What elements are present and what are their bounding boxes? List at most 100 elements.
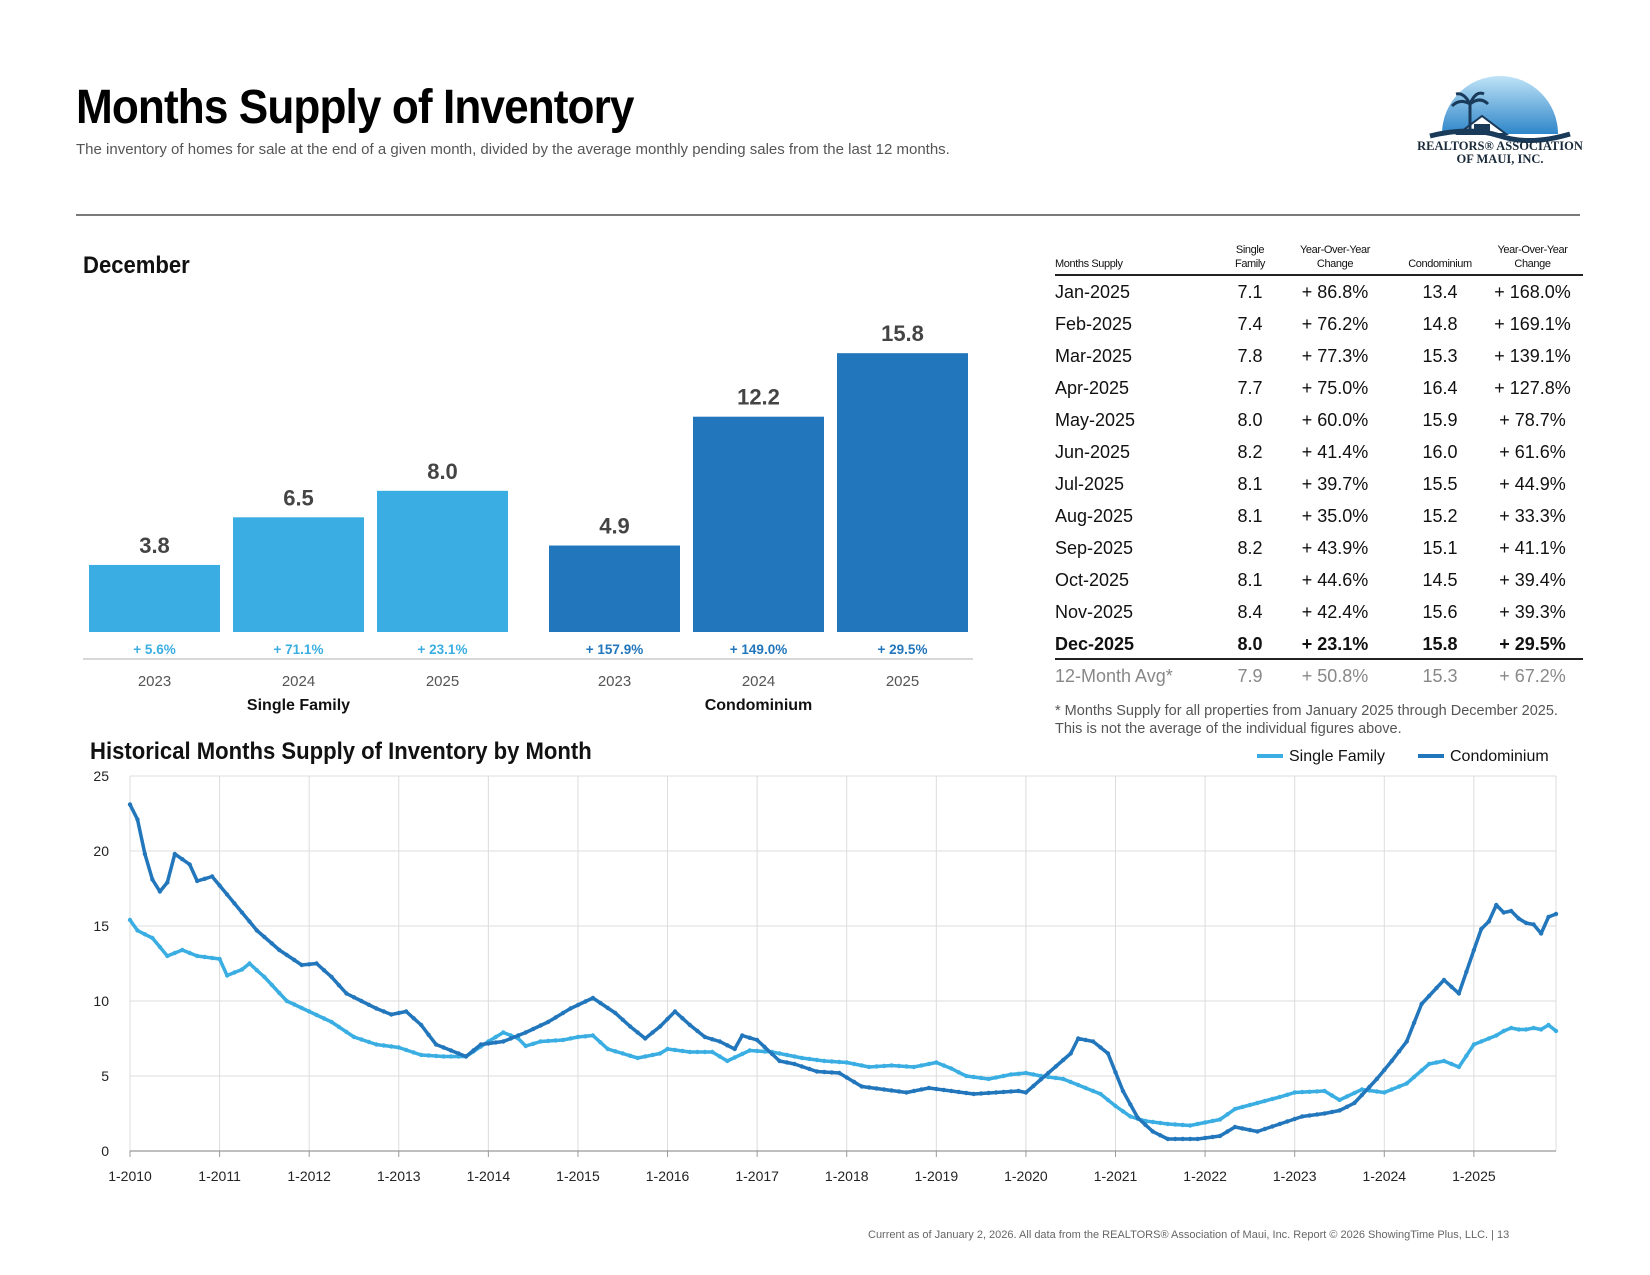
- historical-line-chart: 0 5 10 15 20 25 1-2010 1-2011 1-2012 1-2013 1-2014…: [93, 768, 1559, 1184]
- data-point: [702, 1049, 708, 1055]
- data-point: [1061, 1057, 1066, 1063]
- bar-change-label: + 157.9%: [586, 642, 643, 657]
- data-point: [710, 1037, 715, 1042]
- data-point: [650, 1052, 655, 1058]
- bar-category-label: 2023: [138, 673, 171, 690]
- data-point: [1098, 1045, 1103, 1050]
- data-point: [635, 1030, 640, 1035]
- data-point: [292, 957, 297, 963]
- data-point: [754, 1037, 760, 1043]
- data-point: [650, 1030, 655, 1035]
- data-point: [687, 1022, 693, 1028]
- data-point: [456, 1051, 461, 1056]
- data-point: [889, 1088, 894, 1093]
- page-title: Months Supply of Inventory: [76, 81, 634, 134]
- data-point: [1501, 910, 1506, 915]
- table-cell: + 23.1%: [1301, 634, 1369, 654]
- data-point: [172, 950, 177, 956]
- bar-category-label: 2025: [886, 673, 919, 690]
- data-point: [560, 1010, 566, 1016]
- data-point: [165, 953, 170, 959]
- page-footer: Current as of January 2, 2026. All data …: [868, 1229, 1510, 1241]
- table-cell: + 76.2%: [1301, 314, 1369, 334]
- bar-condominium-2025: [837, 353, 968, 632]
- x-tick-label: 1-2014: [467, 1168, 511, 1184]
- data-point: [1083, 1085, 1088, 1091]
- table-cell: 8.4: [1237, 602, 1263, 622]
- table-cell: Nov-2025: [1055, 602, 1134, 622]
- data-point: [874, 1086, 879, 1091]
- legend-swatch-condominium: [1418, 753, 1444, 758]
- data-point: [1307, 1089, 1312, 1094]
- table-cell: + 39.3%: [1499, 602, 1566, 622]
- data-point: [1382, 1067, 1387, 1073]
- data-point: [725, 1058, 730, 1064]
- data-point: [956, 1070, 961, 1075]
- data-point: [598, 1000, 603, 1006]
- data-point: [1188, 1123, 1193, 1128]
- data-point: [374, 1006, 379, 1011]
- x-tick-label: 1-2019: [915, 1168, 959, 1184]
- data-point: [217, 883, 222, 888]
- data-point: [680, 1016, 685, 1021]
- table-cell: + 77.3%: [1301, 346, 1369, 366]
- table-cell: + 43.9%: [1301, 538, 1369, 558]
- data-point: [545, 1038, 551, 1044]
- data-point: [142, 851, 148, 857]
- data-point: [299, 1005, 304, 1011]
- table-cell: 15.8: [1422, 634, 1458, 654]
- data-point: [501, 1030, 506, 1035]
- data-point: [911, 1064, 917, 1070]
- data-point: [986, 1090, 991, 1096]
- data-point: [127, 917, 133, 923]
- data-point: [336, 1024, 342, 1030]
- data-point: [1105, 1051, 1111, 1056]
- data-point: [1285, 1092, 1290, 1097]
- data-point: [1531, 922, 1536, 927]
- data-point: [702, 1034, 708, 1040]
- data-point: [844, 1075, 849, 1080]
- data-point: [239, 910, 245, 915]
- data-point: [1180, 1136, 1185, 1142]
- december-bar-chart: 3.8 + 5.6% 2023 6.5 + 71.1% 2024 8.0 + 23.1% 202…: [83, 321, 973, 714]
- data-point: [344, 1029, 349, 1035]
- data-point: [837, 1059, 842, 1065]
- table-row: 12-Month Avg* 7.9 + 50.8% 15.3 + 67.2%: [1055, 660, 1583, 692]
- table-cell: + 39.7%: [1301, 474, 1369, 494]
- data-point: [919, 1087, 924, 1092]
- data-point: [277, 990, 282, 996]
- x-tick-label: 1-2022: [1183, 1168, 1227, 1184]
- x-tick-label: 1-2011: [198, 1168, 241, 1184]
- data-point: [486, 1041, 491, 1046]
- data-point: [710, 1049, 715, 1055]
- table-row: Dec-2025 8.0 + 23.1% 15.8 + 29.5%: [1055, 628, 1583, 660]
- bar-condominium-2024: [693, 416, 824, 632]
- data-point: [605, 1046, 610, 1052]
- data-point: [1322, 1111, 1327, 1116]
- table-cell: + 33.3%: [1499, 506, 1566, 526]
- data-point: [493, 1034, 498, 1040]
- data-point: [351, 1034, 357, 1040]
- data-point: [374, 1042, 379, 1047]
- bar-value-label: 4.9: [599, 514, 630, 539]
- data-point: [1068, 1079, 1073, 1085]
- data-point: [1501, 1028, 1506, 1034]
- data-point: [1516, 916, 1521, 921]
- data-point: [1329, 1093, 1335, 1098]
- data-point: [732, 1046, 737, 1052]
- data-point: [463, 1054, 469, 1059]
- data-point: [329, 1019, 334, 1025]
- data-point: [1434, 985, 1439, 991]
- data-point: [978, 1075, 984, 1081]
- data-point: [605, 1005, 610, 1011]
- data-point: [381, 1043, 386, 1048]
- data-point: [1016, 1088, 1021, 1094]
- x-tick-label: 1-2015: [556, 1168, 600, 1184]
- data-point: [545, 1019, 551, 1025]
- legend-condominium: Condominium: [1418, 748, 1549, 766]
- table-cell: + 67.2%: [1499, 666, 1566, 686]
- data-point: [1202, 1120, 1208, 1125]
- data-point: [1135, 1115, 1141, 1121]
- data-point: [1374, 1076, 1380, 1082]
- data-point: [1001, 1089, 1006, 1095]
